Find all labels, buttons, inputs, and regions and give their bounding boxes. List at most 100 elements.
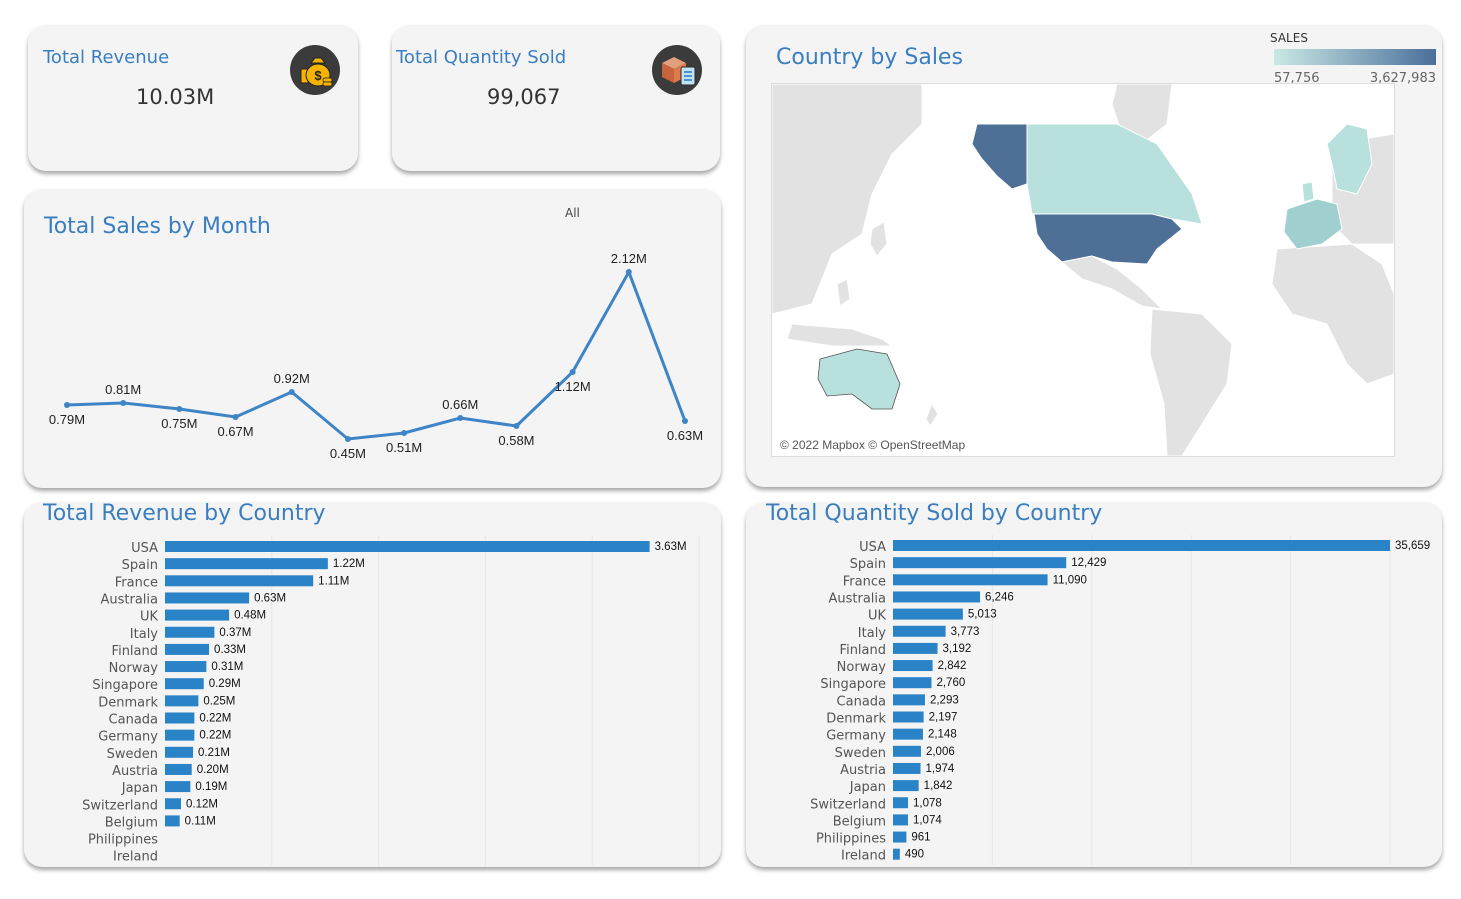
bar-value-label: 0.22M: [199, 730, 231, 742]
map-asia: [772, 84, 923, 315]
bar: [893, 557, 1067, 569]
kpi-title-revenue: Total Revenue: [43, 47, 170, 68]
bar-value-label: 0.12M: [186, 798, 218, 810]
legend-max: 3,627,983: [1369, 71, 1436, 86]
sales-point: [513, 423, 520, 429]
bar: [165, 781, 191, 793]
sales-point: [344, 436, 351, 442]
bar-value-label: 0.11M: [185, 815, 216, 827]
bar-value-label: 5,013: [968, 609, 997, 621]
bar-value-label: 3,192: [942, 643, 971, 655]
map-africa: [1271, 243, 1394, 385]
kpi-card-quantity: Total Quantity Sold 99,067: [392, 25, 720, 171]
bar: [893, 608, 963, 620]
category-label: France: [843, 574, 886, 589]
bar: [893, 848, 900, 860]
category-label: Spain: [122, 558, 158, 573]
bar: [165, 661, 207, 673]
sales-point: [682, 418, 688, 424]
category-label: France: [115, 575, 158, 590]
sales-point-label: 2.12M: [611, 251, 647, 266]
sales-point-label: 0.63M: [667, 428, 703, 443]
kpi-value-quantity: 99,067: [487, 85, 561, 109]
bar: [893, 831, 907, 843]
bar: [165, 798, 182, 810]
bar-value-label: 2,842: [938, 660, 967, 672]
sales-point-label: 0.92M: [274, 371, 310, 386]
sales-line: [66, 268, 687, 441]
category-label: Austria: [840, 763, 886, 778]
category-label: Australia: [828, 591, 886, 606]
category-label: UK: [140, 610, 159, 625]
bar-value-label: 0.33M: [214, 644, 246, 656]
category-label: Spain: [850, 557, 886, 572]
bar-value-label: 0.37M: [219, 627, 251, 639]
map-attribution[interactable]: © 2022 Mapbox © OpenStreetMap: [780, 438, 966, 452]
sales-point-label: 0.81M: [105, 382, 141, 397]
category-label: USA: [131, 541, 158, 556]
category-label: Germany: [826, 729, 886, 744]
map-title: Country by Sales: [776, 45, 963, 70]
map-new-zealand: [925, 402, 939, 427]
bar-value-label: 2,148: [928, 729, 957, 741]
category-label: UK: [868, 609, 887, 624]
bar-value-label: 6,246: [985, 591, 1014, 603]
category-label: Sweden: [835, 746, 886, 761]
sales-point: [232, 414, 239, 420]
bar: [893, 642, 938, 654]
sales-point: [569, 369, 576, 375]
category-label: Switzerland: [82, 798, 158, 813]
bar-value-label: 11,090: [1053, 574, 1087, 586]
category-label: Sweden: [107, 747, 158, 762]
svg-text:$: $: [314, 68, 322, 83]
month-chart-card: Total Sales by Month All 0.79M 0.81M 0.75M…: [24, 189, 721, 488]
category-label: Denmark: [826, 712, 886, 727]
category-label: Japan: [121, 781, 158, 796]
bar: [165, 558, 328, 570]
bar: [165, 729, 195, 741]
category-label: Belgium: [105, 815, 158, 830]
bar-value-label: 0.19M: [195, 781, 227, 793]
category-label: Italy: [858, 626, 887, 641]
bar: [165, 643, 210, 655]
bar: [893, 780, 919, 792]
sales-point-label: 0.45M: [330, 446, 366, 461]
month-filter[interactable]: All: [565, 206, 580, 220]
bar: [165, 575, 314, 587]
category-label: USA: [859, 540, 886, 555]
sales-point: [64, 402, 70, 408]
map-indonesia: [786, 323, 894, 347]
category-label: Ireland: [841, 849, 886, 864]
category-label: Norway: [837, 660, 887, 675]
bar: [893, 574, 1048, 586]
bar: [893, 694, 925, 706]
sales-point-label: 0.51M: [386, 440, 422, 455]
map-view[interactable]: © 2022 Mapbox © OpenStreetMap: [771, 83, 1395, 457]
category-label: Switzerland: [810, 797, 886, 812]
bar: [893, 745, 921, 757]
bar: [165, 592, 250, 604]
map-canada: [1026, 123, 1203, 225]
category-label: Belgium: [833, 814, 886, 829]
bar: [893, 797, 909, 809]
revenue-chart-title: Total Revenue by Country: [43, 501, 326, 526]
category-label: Singapore: [820, 677, 886, 692]
bar: [893, 711, 924, 723]
bar-value-label: 1,078: [913, 797, 942, 809]
category-label: Canada: [837, 694, 886, 709]
kpi-title-quantity: Total Quantity Sold: [396, 47, 567, 68]
bar-value-label: 12,429: [1071, 557, 1106, 569]
month-line-chart: 0.79M 0.81M 0.75M 0.67M 0.92M 0.45M 0.51M 0.66M…: [49, 251, 703, 461]
revenue-bar-chart: USA 3.63M Spain 1.22M France 1.11M Australia 0.…: [82, 536, 700, 866]
sales-point-label: 1.12M: [555, 379, 591, 394]
bar-value-label: 0.29M: [209, 678, 241, 690]
quantity-bar-chart: USA 35,659 Spain 12,429 France 11,090 Australi…: [810, 535, 1430, 865]
bar: [165, 541, 650, 552]
quantity-chart-card: Total Quantity Sold by Country USA 35,659…: [746, 501, 1442, 867]
category-label: Germany: [98, 730, 158, 745]
map-alaska: [971, 123, 1028, 190]
revenue-chart-card: Total Revenue by Country USA 3.63M Spain 1.…: [24, 501, 721, 867]
bar: [165, 763, 192, 775]
bar: [165, 695, 199, 707]
kpi-card-revenue: Total Revenue 10.03M $: [28, 25, 358, 171]
